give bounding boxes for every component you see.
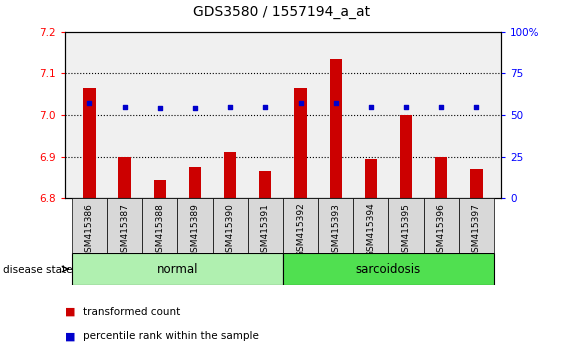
Text: disease state: disease state [3,265,72,275]
Point [85,101,94,106]
Text: GSM415396: GSM415396 [437,202,446,257]
FancyBboxPatch shape [248,198,283,253]
Text: GSM415389: GSM415389 [190,202,199,257]
Bar [365,159,377,198]
Point [367,104,376,110]
Bar [400,115,412,198]
FancyBboxPatch shape [283,253,494,285]
Text: GSM415386: GSM415386 [85,202,94,257]
Text: GSM415393: GSM415393 [331,202,340,257]
Bar [154,179,166,198]
FancyBboxPatch shape [72,253,283,285]
Text: GSM415388: GSM415388 [155,202,164,257]
FancyBboxPatch shape [107,198,142,253]
Bar [259,171,271,198]
FancyBboxPatch shape [318,198,354,253]
Text: sarcoidosis: sarcoidosis [356,263,421,275]
Bar [189,167,201,198]
Bar [329,59,342,198]
FancyBboxPatch shape [177,198,213,253]
Point [401,104,410,110]
Text: GSM415395: GSM415395 [401,202,410,257]
Text: GSM415387: GSM415387 [120,202,129,257]
FancyBboxPatch shape [283,198,318,253]
Point [155,105,164,111]
Text: ■: ■ [65,331,79,341]
Text: percentile rank within the sample: percentile rank within the sample [83,331,258,341]
Text: GSM415390: GSM415390 [226,202,235,257]
Text: GSM415394: GSM415394 [367,202,376,257]
Text: normal: normal [157,263,198,275]
Point [190,105,199,111]
FancyBboxPatch shape [459,198,494,253]
Text: ■: ■ [65,307,79,316]
Point [226,104,235,110]
FancyBboxPatch shape [72,198,107,253]
Point [296,101,305,106]
Point [472,104,481,110]
Bar [224,153,236,198]
FancyBboxPatch shape [213,198,248,253]
Point [261,104,270,110]
Bar [470,169,482,198]
Text: GSM415397: GSM415397 [472,202,481,257]
FancyBboxPatch shape [424,198,459,253]
Text: GSM415391: GSM415391 [261,202,270,257]
Bar [83,88,96,198]
Point [437,104,446,110]
Bar [435,157,448,198]
Text: GDS3580 / 1557194_a_at: GDS3580 / 1557194_a_at [193,5,370,19]
Text: transformed count: transformed count [83,307,180,316]
FancyBboxPatch shape [388,198,424,253]
Point [120,104,129,110]
Bar [294,88,307,198]
Text: GSM415392: GSM415392 [296,202,305,257]
FancyBboxPatch shape [354,198,388,253]
Point [331,101,340,106]
FancyBboxPatch shape [142,198,177,253]
Bar [118,157,131,198]
